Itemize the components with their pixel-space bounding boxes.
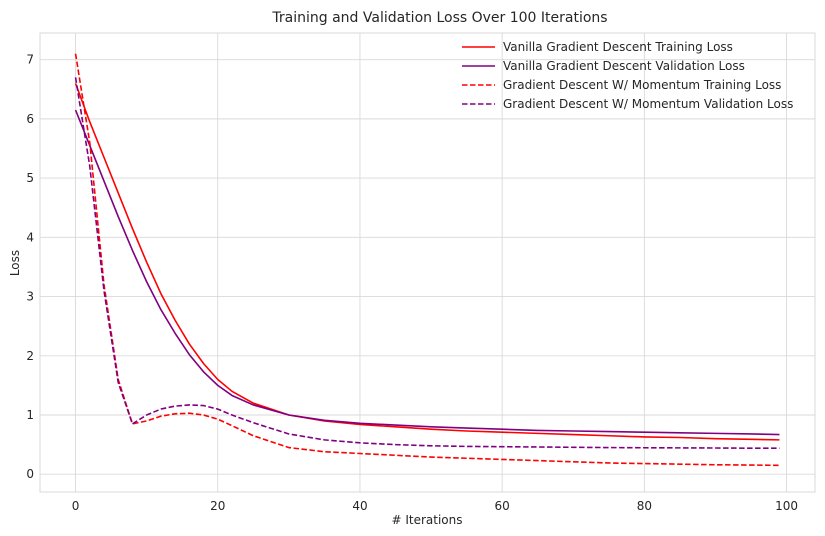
x-tick-labels: 0 20 40 60 80 100 xyxy=(72,499,798,513)
y-tick-label: 7 xyxy=(26,53,34,67)
y-tick-label: 1 xyxy=(26,408,34,422)
series-line-4 xyxy=(74,77,780,449)
plot-area-border xyxy=(39,32,816,493)
legend-label-4: Gradient Descent W/ Momentum Validation … xyxy=(503,97,793,111)
series-line-3 xyxy=(74,53,780,467)
y-tick-labels: 0 1 2 3 4 5 6 7 xyxy=(26,53,34,482)
x-tick-label: 20 xyxy=(210,499,225,513)
legend-label-1: Vanilla Gradient Descent Training Loss xyxy=(503,40,733,54)
y-tick-label: 4 xyxy=(26,230,34,244)
x-tick-label: 40 xyxy=(352,499,367,513)
x-tick-label: 60 xyxy=(495,499,510,513)
legend-label-2: Vanilla Gradient Descent Validation Loss xyxy=(503,59,745,73)
plot-frame xyxy=(39,32,816,493)
y-tick-label: 2 xyxy=(26,349,34,363)
x-tick-label: 0 xyxy=(72,499,80,513)
y-axis-label: Loss xyxy=(8,250,22,276)
x-tick-label: 80 xyxy=(637,499,652,513)
x-axis-label: # Iterations xyxy=(391,513,462,527)
y-tick-label: 5 xyxy=(26,171,34,185)
chart-title: Training and Validation Loss Over 100 It… xyxy=(271,10,607,26)
y-tick-label: 0 xyxy=(26,467,34,481)
series-line-2 xyxy=(74,109,780,436)
y-tick-label: 6 xyxy=(26,112,34,126)
y-tick-label: 3 xyxy=(26,290,34,304)
legend-label-3: Gradient Descent W/ Momentum Training Lo… xyxy=(503,78,781,92)
legend: Vanilla Gradient Descent Training Loss Va… xyxy=(462,40,793,111)
series-lines xyxy=(74,53,780,467)
x-tick-label: 100 xyxy=(775,499,798,513)
